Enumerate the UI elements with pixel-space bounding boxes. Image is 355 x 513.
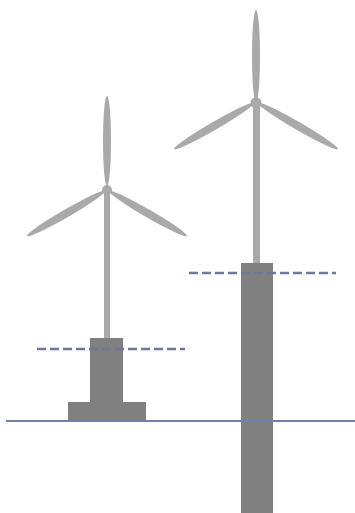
turbine-left-rotor [26,96,188,237]
turbine-left [26,96,188,421]
turbine-left-blade-left [26,190,106,237]
turbine-right-monopile [241,263,273,513]
turbine-left-blade-up [103,96,111,186]
turbine-right-hub [250,97,262,109]
turbine-left-hub [102,185,112,195]
turbine-right [174,10,338,513]
turbine-right-blade-up [252,10,260,102]
turbine-right-blade-left [174,102,254,150]
turbine-left-blade-right [108,190,188,237]
turbine-left-tower [104,190,110,342]
turbine-right-rotor [174,10,338,150]
turbine-right-tower [253,103,260,266]
turbine-left-foundation-base [68,402,146,421]
turbine-right-blade-right [258,102,338,150]
